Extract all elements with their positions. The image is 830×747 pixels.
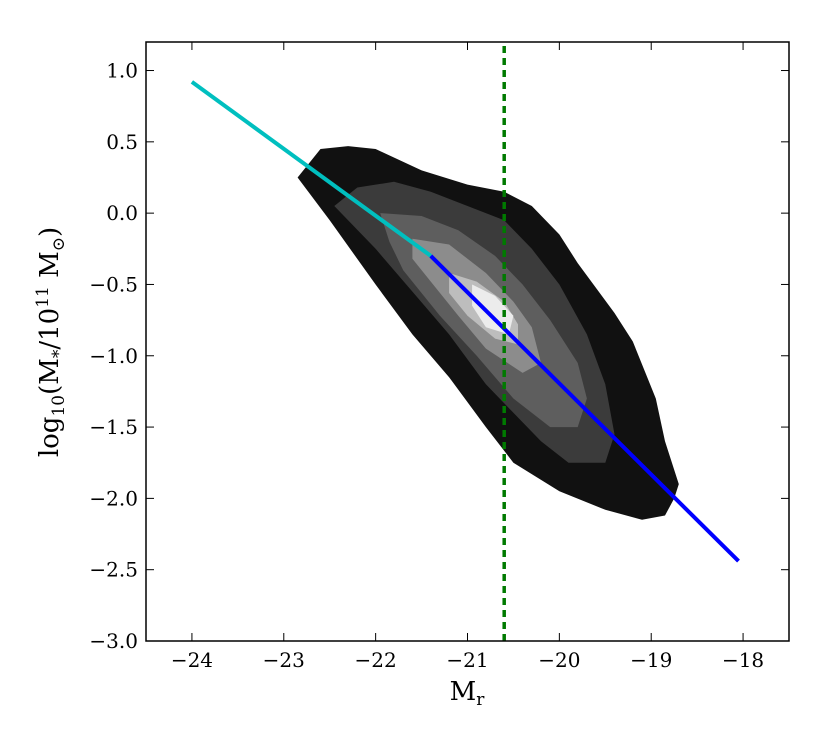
x-axis: −24 −23 −22 −21 −20 −19 −18 <box>171 42 764 672</box>
x-tick-label: −18 <box>722 648 764 672</box>
line-layer <box>190 42 740 641</box>
x-axis-label-main: M <box>450 677 477 707</box>
y-label-slash: /10 <box>35 308 65 350</box>
contour-level-6 <box>472 284 514 335</box>
x-tick-label: −22 <box>355 648 397 672</box>
y-label-sun: ⊙ <box>49 237 69 251</box>
y-tick-label: 0.5 <box>106 130 138 154</box>
series-line-1 <box>429 254 740 563</box>
y-tick-label: −1.0 <box>89 344 138 368</box>
x-tick-label: −20 <box>538 648 580 672</box>
x-tick-label: −21 <box>446 648 488 672</box>
y-label-exp: 11 <box>33 286 53 308</box>
y-axis: 1.0 0.5 0.0 −0.5 −1.0 −1.5 −2.0 −2.5 −3.0 <box>89 59 789 653</box>
y-label-log: log <box>35 417 65 458</box>
x-axis-label: Mr <box>450 677 486 710</box>
y-label-mass: (M <box>35 358 65 395</box>
y-axis-label: log10(M*/1011 M⊙) <box>33 227 69 457</box>
y-label-star: * <box>49 349 69 358</box>
y-tick-label: −2.0 <box>89 486 138 510</box>
y-tick-label: −3.0 <box>89 629 138 653</box>
y-label-log-sub: 10 <box>49 395 69 417</box>
y-tick-label: −1.5 <box>89 415 138 439</box>
x-tick-label: −24 <box>171 648 213 672</box>
y-tick-label: −0.5 <box>89 272 138 296</box>
x-tick-label: −23 <box>263 648 305 672</box>
y-tick-label: −2.5 <box>89 558 138 582</box>
y-label-close: ) <box>35 227 65 237</box>
y-tick-label: 1.0 <box>106 59 138 83</box>
y-label-msun: M <box>35 251 65 286</box>
x-tick-label: −19 <box>630 648 672 672</box>
x-axis-label-sub: r <box>476 690 485 710</box>
y-tick-label: 0.0 <box>106 201 138 225</box>
contour-layer <box>297 146 679 520</box>
series-line-0 <box>190 80 432 258</box>
